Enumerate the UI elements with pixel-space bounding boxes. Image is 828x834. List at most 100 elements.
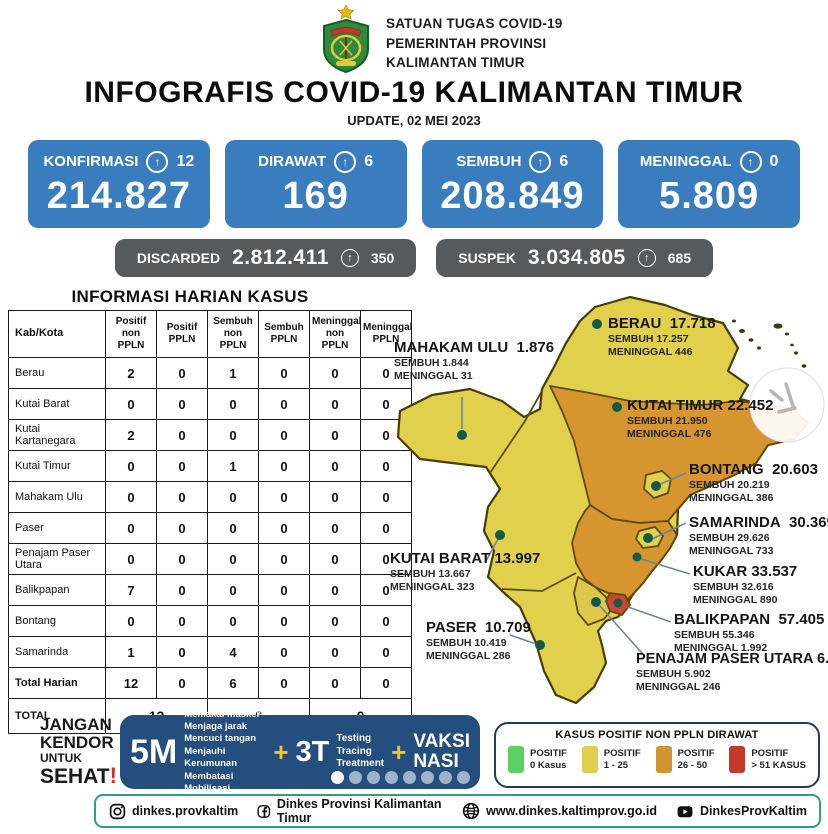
cell-positif-ppln: 0: [156, 605, 208, 637]
website-link[interactable]: www.dinkes.kaltimprov.go.id: [461, 801, 657, 821]
legend-label: POSITIF > 51 KASUS: [751, 748, 806, 772]
cell-sembuh-non-ppln: 0: [207, 419, 259, 451]
table-header-row: Kab/Kota Positif non PPLN Positif PPLN S…: [8, 310, 412, 358]
region-total: 22.452: [727, 397, 774, 414]
3t-list: Testing Tracing Treatment: [336, 733, 384, 771]
arrow-up-icon: ↑: [334, 150, 357, 173]
cell-positif-non-ppln: 2: [105, 419, 157, 451]
slogan-line-3: UNTUK: [40, 750, 82, 765]
cell-positif-ppln: 0: [156, 419, 208, 451]
legend-item: POSITIF 26 - 50: [655, 746, 715, 773]
table-row: Samarinda 1 0 4 0 0 0: [8, 636, 412, 668]
carousel-dot: [457, 771, 470, 784]
region-meninggal: MENINGGAL 323: [390, 581, 475, 593]
legend-item: POSITIF 0 Kasus: [508, 746, 567, 773]
vaksinasi-label: VAKSI NASI: [413, 732, 470, 772]
legend-line-1: POSITIF: [751, 747, 789, 759]
plus-sign: +: [391, 736, 407, 767]
map-legend: KASUS POSITIF NON PPLN DIRAWAT POSITIF 0…: [494, 722, 820, 788]
carousel-dot: [403, 771, 416, 784]
map-label-bontang: BONTANG 20.603 SEMBUH 20.219 MENINGGAL 3…: [689, 461, 818, 504]
cell-positif-non-ppln: 0: [105, 512, 157, 544]
vaksin-line-1: VAKSI: [413, 731, 470, 753]
table-row: Kutai Kartanegara 2 0 0 0 0 0: [8, 419, 412, 451]
3t-title: 3T: [295, 735, 330, 768]
youtube-link[interactable]: DinkesProvKaltim: [675, 802, 807, 821]
3t-item: Treatment: [336, 758, 385, 770]
cell-positif-ppln: 0: [156, 512, 208, 544]
region-name: PENAJAM PASER UTARA: [636, 651, 813, 667]
stat-card-value: 169: [282, 174, 349, 217]
cell-meninggal-ppln: 0: [360, 481, 412, 513]
cell-sembuh-non-ppln: 0: [207, 481, 259, 513]
region-sembuh: SEMBUH 29.626: [689, 532, 770, 544]
kaltim-map: MAHAKAM ULU 1.876 SEMBUH 1.844 MENINGGAL…: [390, 293, 828, 717]
table-row: Balikpapan 7 0 0 0 0 0: [8, 574, 412, 606]
arrow-up-icon: ↑: [340, 249, 359, 267]
stat-card-delta: 6: [364, 152, 374, 170]
website-url: www.dinkes.kaltimprov.go.id: [486, 804, 658, 818]
cell-positif-ppln: 0: [156, 357, 208, 389]
region-meninggal: MENINGGAL 1.992: [674, 642, 768, 654]
org-line-3: KALIMANTAN TIMUR: [386, 55, 525, 71]
stat-card-value: 208.849: [440, 174, 585, 217]
region-meninggal: MENINGGAL 286: [426, 650, 511, 662]
region-kutai-timur: [549, 385, 809, 524]
pill-value: 3.034.805: [527, 246, 626, 269]
instagram-icon: [109, 803, 126, 819]
exclamation-mark: !: [109, 763, 117, 789]
cell-sembuh-non-ppln: 0: [207, 543, 259, 575]
cell-sembuh-non-ppln: 0: [207, 512, 259, 544]
cell-sembuh-ppln: 0: [258, 543, 310, 575]
cell-sembuh-ppln: 0: [258, 574, 310, 606]
shield-ring: [330, 34, 362, 62]
region-meninggal: MENINGGAL 890: [693, 594, 778, 606]
legend-line-2: > 51 KASUS: [751, 759, 806, 771]
pill-label: DISCARDED: [136, 250, 221, 266]
region-total: 17.718: [669, 315, 716, 332]
instagram-link[interactable]: dinkes.provkaltim: [108, 802, 238, 821]
carousel-dots: [331, 771, 470, 784]
legend-label: POSITIF 0 Kasus: [530, 748, 567, 772]
cell-positif-non-ppln: 0: [105, 450, 157, 482]
stat-card-label: MENINGGAL: [639, 153, 732, 170]
leader-lines: [461, 397, 691, 654]
stat-card: MENINGGAL ↑ 0 5.809: [618, 140, 800, 228]
region-total: 20.603: [772, 461, 818, 478]
youtube-icon: [677, 805, 693, 817]
slogan: JANGAN KENDOR UNTUK SEHAT!: [40, 716, 117, 788]
stat-pill: DISCARDED 2.812.411 ↑ 350: [114, 239, 417, 277]
cell-kab: Balikpapan: [8, 574, 106, 606]
cell-kab: Paser: [8, 512, 106, 544]
map-label-samarinda: SAMARINDA 30.369 SEMBUH 29.626 MENINGGAL…: [689, 514, 828, 557]
legend-items: POSITIF 0 Kasus POSITIF 1 - 25 POSIT: [504, 746, 810, 773]
secondary-stats: DISCARDED 2.812.411 ↑ 350 SUSPEK 3.034.8…: [0, 239, 828, 277]
pill-delta: 685: [667, 250, 692, 266]
region-meninggal: MENINGGAL 386: [689, 492, 774, 504]
total-harian-row: Total Harian 12 0 6 0 0 0: [8, 667, 412, 699]
region-total: 6.156: [817, 651, 828, 667]
shield-scroll: [336, 61, 356, 66]
region-total: 57.405: [778, 611, 825, 628]
cell-sembuh-non-ppln: 0: [207, 605, 259, 637]
region-total: 13.997: [494, 550, 541, 567]
cell-kab: Samarinda: [8, 636, 106, 668]
cell-sembuh-ppln: 0: [258, 419, 310, 451]
pill-delta: 350: [370, 250, 395, 266]
region-meninggal: MENINGGAL 246: [636, 681, 721, 693]
cell-positif-ppln: 0: [156, 481, 208, 513]
map-label-paser: PASER 10.709 SEMBUH 10.419 MENINGGAL 286: [426, 619, 531, 662]
shield-banner: [330, 27, 362, 37]
3t-item: Tracing: [336, 745, 372, 757]
stat-card-label: KONFIRMASI: [43, 153, 139, 170]
cell-sembuh-non-ppln: 1: [207, 450, 259, 482]
social-footer: dinkes.provkaltim Dinkes Provinsi Kalima…: [94, 794, 821, 828]
page-title: INFOGRAFIS COVID-19 KALIMANTAN TIMUR: [84, 76, 744, 109]
cell-meninggal-non-ppln: 0: [309, 419, 361, 451]
carousel-dot: [331, 771, 344, 784]
facebook-link[interactable]: Dinkes Provinsi Kalimantan Timur: [256, 797, 443, 825]
region-name: BERAU: [608, 315, 662, 332]
5m-item: Memakai masker: [184, 708, 261, 720]
legend-color-swatch: [581, 746, 598, 773]
